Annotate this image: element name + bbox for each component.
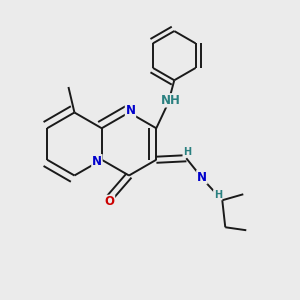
Text: NH: NH: [161, 94, 181, 107]
Text: H: H: [183, 147, 191, 157]
Text: O: O: [104, 195, 115, 208]
Text: H: H: [214, 190, 222, 200]
Text: N: N: [125, 104, 136, 118]
Text: N: N: [92, 155, 102, 168]
Text: N: N: [197, 171, 207, 184]
